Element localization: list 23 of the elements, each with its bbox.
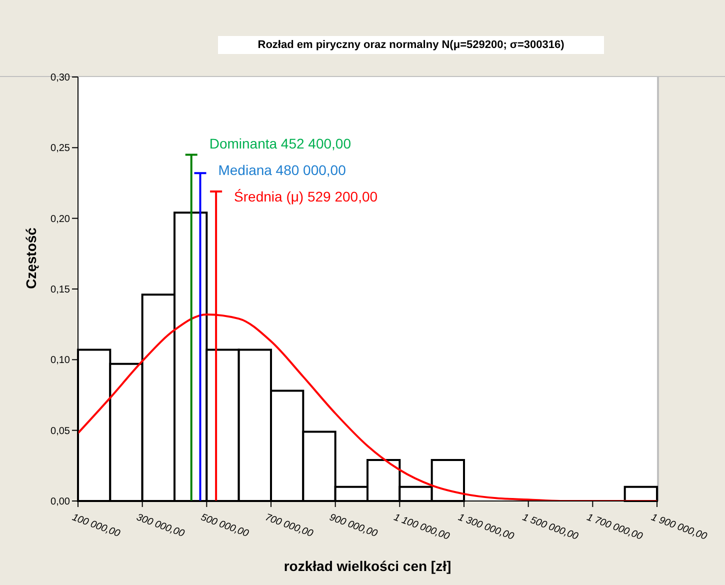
y-tick-label: 0,05	[50, 426, 70, 437]
x-tick-label: 1 500 000,00	[520, 512, 580, 543]
annotation: Dominanta 452 400,00	[209, 136, 352, 152]
chart-title: Rozład em piryczny oraz normalny N(μ=529200; σ=300316)	[218, 36, 604, 54]
x-tick-label: 900 000,00	[328, 512, 380, 540]
y-tick-label: 0,30	[50, 72, 70, 84]
x-tick-label: 300 000,00	[134, 512, 186, 540]
x-tick-label: 700 000,00	[264, 512, 315, 540]
x-tick-label: 1 100 000,00	[392, 512, 452, 543]
y-axis-title: Częstość	[22, 227, 39, 289]
x-tick-label: 500 000,00	[199, 512, 250, 540]
x-axis-title: rozkład wielkości cen [zł]	[284, 558, 452, 574]
x-tick-label: 1 900 000,00	[650, 512, 709, 543]
y-tick-label: 0,20	[50, 214, 70, 225]
x-tick-label: 100 000,00	[70, 512, 122, 540]
y-tick-label: 0,10	[50, 355, 70, 366]
annotation: Średnia (μ) 529 200,00	[234, 188, 378, 204]
x-tick-label: 1 700 000,00	[585, 512, 644, 543]
y-tick-label: 0,00	[50, 496, 70, 508]
y-tick-label: 0,15	[50, 284, 70, 296]
annotation: Mediana 480 000,00	[218, 162, 346, 178]
x-tick-label: 1 300 000,00	[456, 512, 516, 543]
y-tick-label: 0,25	[50, 143, 70, 154]
